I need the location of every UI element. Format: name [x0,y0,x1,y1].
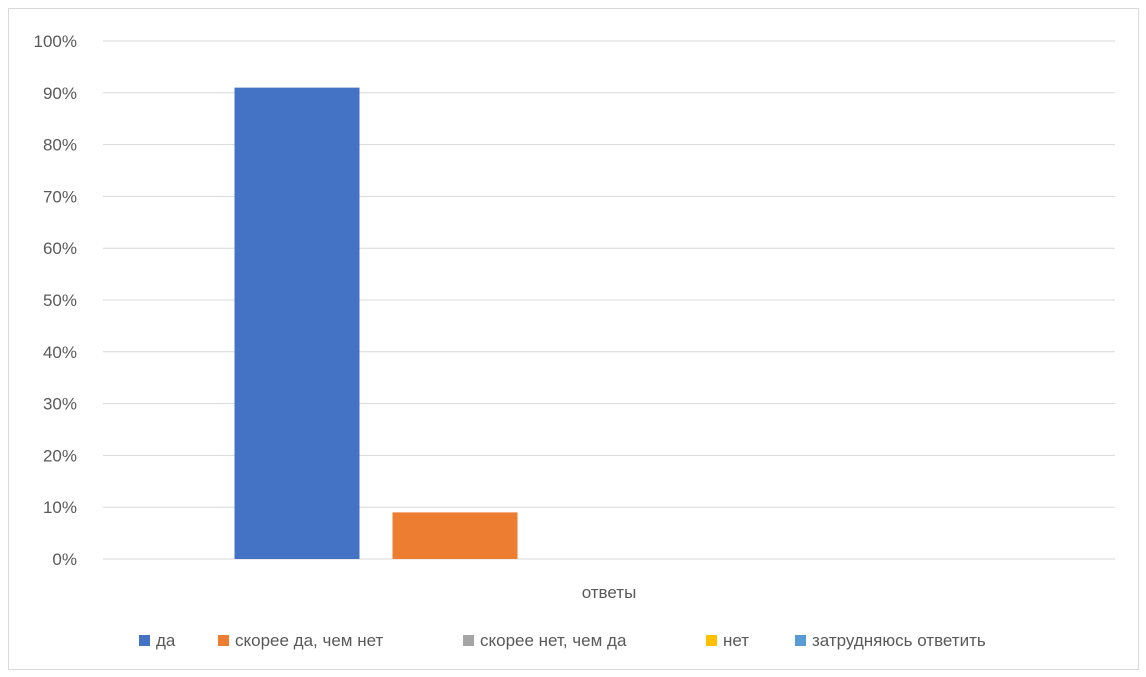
bar-2 [392,512,518,559]
y-tick-label: 60% [43,239,77,258]
x-axis-category-labels: ответы [582,583,637,602]
y-tick-label: 0% [52,550,77,569]
chart-frame [8,8,1139,670]
y-tick-label: 90% [43,84,77,103]
legend-swatch [795,635,806,646]
y-tick-label: 40% [43,343,77,362]
y-tick-label: 30% [43,395,77,414]
legend-swatch [706,635,717,646]
legend-swatch [463,635,474,646]
y-tick-label: 10% [43,498,77,517]
legend-label: да [156,631,176,650]
legend: да скорее да, чем нет скорее нет, чем да не… [139,631,986,650]
legend-label: затрудняюсь ответить [812,631,986,650]
y-tick-label: 70% [43,187,77,206]
legend-label: нет [723,631,749,650]
y-tick-label: 20% [43,446,77,465]
bars [234,87,518,560]
y-axis-tick-labels: 0% 10% 20% 30% 40% 50% 60% 70% 80% 90% 100% [34,32,77,569]
y-tick-label: 100% [34,32,77,51]
x-category-label: ответы [582,583,637,602]
y-tick-label: 50% [43,291,77,310]
legend-label: скорее нет, чем да [480,631,627,650]
bar-1 [234,87,360,560]
legend-swatch [139,635,150,646]
legend-swatch [218,635,229,646]
legend-label: скорее да, чем нет [235,631,383,650]
y-tick-label: 80% [43,136,77,155]
